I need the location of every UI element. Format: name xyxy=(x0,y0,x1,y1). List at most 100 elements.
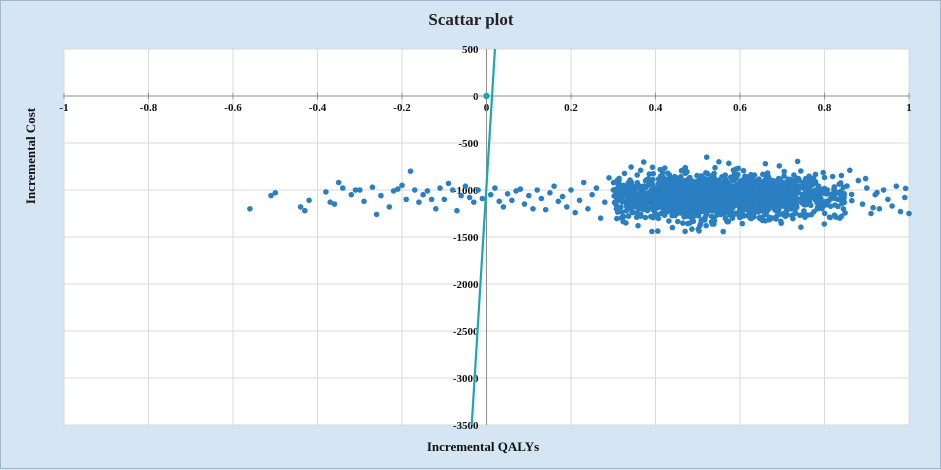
data-point xyxy=(723,191,729,198)
data-point xyxy=(634,180,641,187)
data-point xyxy=(297,204,304,210)
data-point xyxy=(335,179,342,186)
data-point xyxy=(386,204,393,210)
data-point xyxy=(795,175,802,182)
x-tick-label: -0.4 xyxy=(309,102,327,114)
data-point xyxy=(657,194,664,200)
data-point xyxy=(762,212,768,218)
data-point xyxy=(718,207,725,214)
data-point xyxy=(628,200,634,207)
data-point xyxy=(331,201,338,207)
data-point xyxy=(776,207,782,213)
data-point xyxy=(775,175,782,182)
data-point xyxy=(794,158,801,165)
data-point xyxy=(823,198,830,205)
data-point xyxy=(758,192,765,198)
data-point xyxy=(781,173,787,179)
data-point xyxy=(674,218,681,225)
data-point xyxy=(441,196,448,203)
data-point xyxy=(725,208,732,215)
data-point xyxy=(829,173,836,180)
data-point xyxy=(500,204,507,210)
data-point xyxy=(906,210,912,217)
data-point xyxy=(680,201,687,207)
data-point xyxy=(697,188,703,195)
data-point xyxy=(820,169,826,176)
x-tick-label: 0.4 xyxy=(649,102,663,114)
data-point xyxy=(348,191,355,198)
data-point xyxy=(585,206,591,212)
data-point xyxy=(868,210,874,217)
data-point xyxy=(816,185,823,192)
data-point xyxy=(555,198,562,205)
data-point xyxy=(693,197,699,203)
data-point xyxy=(602,199,608,205)
data-point xyxy=(580,179,587,186)
data-point xyxy=(810,175,817,182)
data-point xyxy=(306,197,312,204)
data-point xyxy=(776,198,783,205)
data-point xyxy=(737,205,743,212)
data-point xyxy=(797,212,803,219)
data-point xyxy=(812,171,819,178)
data-point xyxy=(682,164,689,171)
data-point xyxy=(712,164,718,171)
data-point xyxy=(640,159,647,165)
x-tick-label: -1 xyxy=(59,102,68,114)
data-point xyxy=(831,186,837,193)
data-point xyxy=(640,206,646,213)
data-point xyxy=(897,208,904,215)
data-point xyxy=(479,195,486,202)
x-tick-labels: -1-0.8-0.6-0.4-0.200.20.40.60.81 xyxy=(59,102,911,114)
data-point xyxy=(416,199,422,205)
data-point xyxy=(876,206,883,212)
data-point xyxy=(352,187,359,193)
data-point xyxy=(742,190,749,196)
data-point xyxy=(744,185,750,191)
data-point xyxy=(757,179,764,186)
data-point xyxy=(821,174,828,181)
data-point xyxy=(704,186,711,192)
data-point xyxy=(817,205,823,211)
data-point xyxy=(649,164,656,171)
y-tick-label: -2500 xyxy=(453,326,479,338)
data-point xyxy=(458,192,464,199)
data-point xyxy=(654,202,660,209)
data-point xyxy=(701,179,707,185)
data-point xyxy=(790,199,796,206)
data-point xyxy=(893,183,900,189)
data-point xyxy=(709,221,716,227)
data-point xyxy=(526,192,532,199)
data-point xyxy=(636,198,642,205)
data-point xyxy=(676,200,682,207)
data-point xyxy=(621,170,628,177)
data-point xyxy=(657,178,663,185)
x-tick-label: -0.8 xyxy=(140,102,158,114)
data-point xyxy=(848,191,855,198)
data-point xyxy=(855,177,862,184)
data-point xyxy=(633,214,640,221)
threshold-line-group xyxy=(470,48,497,426)
y-tick-label: -3000 xyxy=(453,373,479,385)
data-point xyxy=(644,190,651,197)
data-point xyxy=(721,203,727,209)
data-point xyxy=(711,216,717,222)
data-point xyxy=(773,193,780,199)
data-point xyxy=(618,204,624,210)
data-point xyxy=(798,224,804,230)
data-point xyxy=(589,191,595,198)
y-tick-label: -1500 xyxy=(453,232,479,244)
data-point xyxy=(836,181,842,187)
data-point xyxy=(841,195,847,201)
data-point xyxy=(798,168,804,174)
data-point xyxy=(466,194,473,201)
data-point xyxy=(722,175,728,182)
data-point xyxy=(803,179,809,186)
data-point xyxy=(624,189,631,195)
data-point xyxy=(369,184,376,190)
data-point xyxy=(689,202,695,209)
data-point xyxy=(669,203,676,209)
data-point xyxy=(638,211,644,218)
data-point xyxy=(614,209,621,215)
data-point xyxy=(624,195,631,202)
